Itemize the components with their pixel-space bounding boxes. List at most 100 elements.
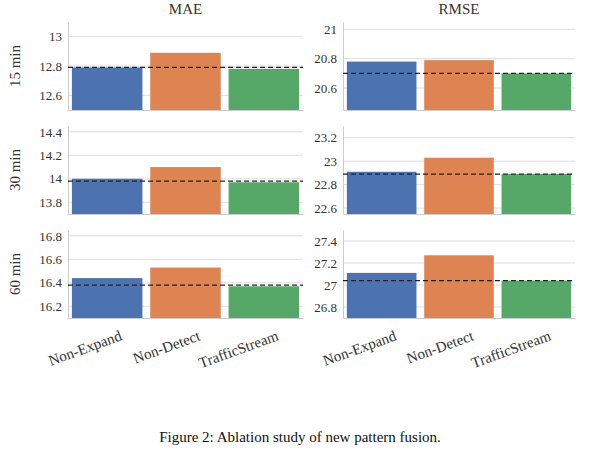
- x-tick-labels: Non-ExpandNon-DetectTrafficStream: [46, 327, 280, 371]
- y-tick: 20.6: [314, 81, 343, 96]
- y-tick-label: 14.2: [39, 148, 62, 163]
- x-axis-line: [344, 318, 576, 319]
- reference-line: [343, 73, 575, 74]
- panel-title: MAE: [169, 1, 202, 17]
- x-tick-label: Non-Detect: [404, 327, 476, 366]
- y-tick: 22.8: [314, 177, 343, 192]
- y-tick: 20.8: [314, 51, 343, 66]
- panel: 16.2 16.4 16.6 16.8 Non-ExpandNon-DetectTraf…: [39, 229, 303, 372]
- x-axis-line: [69, 110, 304, 111]
- y-tick: 27.2: [314, 256, 343, 271]
- y-tick-label: 13: [49, 29, 62, 44]
- y-tick: 13.8: [39, 195, 68, 210]
- x-tick-labels: Non-ExpandNon-DetectTrafficStream: [321, 327, 553, 371]
- y-tick-label: 27.2: [314, 256, 337, 271]
- y-tick: 26.8: [314, 300, 343, 315]
- y-axis: 20.6 20.8 21: [314, 22, 343, 111]
- y-axis-line: [68, 127, 69, 215]
- bar: [424, 60, 494, 110]
- caption: Figure 2: Ablation study of new pattern …: [159, 429, 441, 445]
- bar: [502, 281, 572, 318]
- plot-area: [68, 268, 303, 318]
- grid-line: [68, 235, 303, 236]
- y-tick: 27: [324, 278, 343, 293]
- y-tick: 13: [49, 29, 68, 44]
- bar: [347, 172, 417, 214]
- plot-area: [68, 53, 303, 110]
- y-tick-label: 12.6: [39, 88, 62, 103]
- panel: 22.622.82323.2: [314, 127, 575, 216]
- x-tick-label: Non-Expand: [321, 327, 399, 368]
- y-axis-line: [68, 231, 69, 319]
- bar: [150, 167, 221, 214]
- y-tick: 16.2: [39, 299, 68, 314]
- y-axis: 13.8 14 14.2 14.4: [39, 125, 68, 215]
- y-axis-line: [343, 127, 344, 215]
- y-tick-label: 22.6: [314, 201, 337, 216]
- y-tick: 16.6: [39, 252, 68, 267]
- x-tick-label: TrafficStream: [197, 327, 281, 371]
- y-tick: 21: [324, 22, 343, 37]
- y-axis: 26.8 27 27.2 27.4: [314, 231, 343, 319]
- y-tick-label: 14: [49, 171, 63, 186]
- bar: [72, 179, 142, 214]
- reference-line: [343, 173, 575, 174]
- y-axis-line: [68, 23, 69, 111]
- y-axis-line: [343, 231, 344, 319]
- bar: [150, 53, 221, 110]
- reference-line: [68, 67, 303, 68]
- bar: [424, 158, 494, 214]
- y-tick-label: 23: [324, 154, 337, 169]
- y-tick-label: 22.8: [314, 177, 337, 192]
- x-axis-line: [344, 110, 576, 111]
- y-axis: 12.6 12.8 13: [39, 23, 68, 111]
- y-tick: 16.4: [39, 275, 68, 290]
- y-tick-label: 16.2: [39, 299, 62, 314]
- y-tick-label: 26.8: [314, 300, 337, 315]
- bar: [229, 286, 299, 318]
- grid-line: [343, 241, 575, 242]
- y-tick: 22.6: [314, 201, 343, 216]
- bar: [502, 73, 572, 110]
- reference-line: [343, 280, 575, 281]
- panel: 12.6 12.8 13: [39, 23, 303, 111]
- reference-line: [68, 284, 303, 285]
- y-tick: 27.4: [314, 234, 343, 249]
- bar: [347, 273, 417, 318]
- y-tick: 12.8: [39, 59, 68, 74]
- y-axis-line: [343, 23, 344, 111]
- bar: [229, 69, 299, 110]
- grid-line: [343, 29, 575, 30]
- x-tick-label: TrafficStream: [469, 327, 553, 371]
- row-label: 60 min: [7, 252, 23, 295]
- bar: [424, 255, 494, 318]
- bar: [347, 62, 417, 110]
- grid-line: [68, 131, 303, 132]
- y-tick-label: 27: [324, 278, 338, 293]
- y-tick: 23: [324, 154, 343, 169]
- y-tick-label: 20.6: [314, 81, 337, 96]
- panel-title: RMSE: [439, 1, 480, 17]
- y-tick-label: 16.6: [39, 252, 62, 267]
- y-tick-label: 14.4: [39, 125, 62, 140]
- grid-line: [68, 155, 303, 156]
- grid-line: [343, 137, 575, 138]
- y-tick: 16.8: [39, 229, 68, 244]
- y-tick-label: 20.8: [314, 51, 337, 66]
- bar: [229, 182, 299, 214]
- x-axis-line: [69, 318, 304, 319]
- panel: 26.8 27 27.2 27.4 Non-ExpandNon-DetectTraffi…: [314, 231, 575, 372]
- grid-line: [343, 58, 575, 59]
- figure: 12.612.813MAE15 min20.620.821RMSE13.8141…: [0, 0, 600, 452]
- y-axis: 16.2 16.4 16.6 16.8: [39, 229, 68, 319]
- y-tick-label: 16.4: [39, 275, 62, 290]
- bar: [72, 278, 142, 318]
- x-axis-line: [69, 214, 304, 215]
- y-tick-label: 21: [324, 22, 337, 37]
- bar: [502, 174, 572, 214]
- x-tick-label: Non-Expand: [46, 327, 124, 368]
- plot-area: [343, 60, 575, 110]
- y-tick: 14.4: [39, 125, 68, 140]
- y-axis: 22.622.82323.2: [314, 127, 343, 216]
- grid-line: [68, 36, 303, 37]
